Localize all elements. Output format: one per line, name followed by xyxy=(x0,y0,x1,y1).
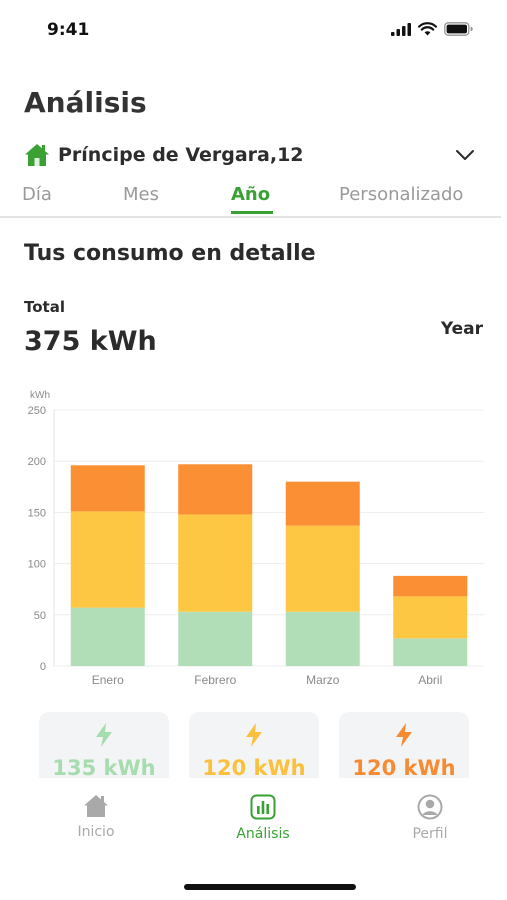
bar-segment xyxy=(178,464,253,515)
card-3-value: 120 kWh xyxy=(352,756,456,778)
bar-segment xyxy=(70,511,145,608)
status-icons xyxy=(391,22,473,36)
bolt-icon xyxy=(396,723,412,747)
nav-item-inicio[interactable]: Inicio xyxy=(46,794,146,840)
active-tab-indicator xyxy=(231,211,273,214)
y-tick-label: 150 xyxy=(28,507,46,519)
bolt-icon xyxy=(246,723,262,747)
page-title: Análisis xyxy=(24,86,147,119)
section-title: Tus consumo en detalle xyxy=(24,241,316,266)
total-value: 375 kWh xyxy=(24,326,157,357)
bar-segment xyxy=(178,514,253,612)
bar-segment xyxy=(178,611,253,666)
address-selector[interactable]: Príncipe de Vergara,12 xyxy=(24,140,484,170)
card-1[interactable]: 135 kWh xyxy=(39,712,169,778)
tab-dia[interactable]: Día xyxy=(22,184,52,205)
bar-segment xyxy=(393,575,468,597)
battery-icon xyxy=(444,22,473,36)
bar-segment xyxy=(393,596,468,639)
y-tick-label: 250 xyxy=(28,405,46,417)
card-3[interactable]: 120 kWh xyxy=(339,712,469,778)
bar-segment xyxy=(70,607,145,666)
consumption-chart: 0 50 100 150 200 250 kWh Enero Febrero Marzo Abril xyxy=(28,390,484,687)
period-tabs: Día Mes Año Personalizado xyxy=(0,180,501,218)
bar-segment xyxy=(393,638,468,666)
bottom-nav: Inicio Análisis Perfil xyxy=(0,778,507,900)
tab-ano[interactable]: Año xyxy=(231,184,271,205)
x-tick-label: Febrero xyxy=(194,673,236,687)
bolt-icon xyxy=(96,723,112,747)
home-icon xyxy=(84,795,108,817)
y-tick-label: 100 xyxy=(28,559,46,571)
bar-segment xyxy=(285,611,360,666)
status-bar: 9:41 xyxy=(0,0,507,62)
card-2-value: 120 kWh xyxy=(202,756,306,778)
tab-mes[interactable]: Mes xyxy=(123,184,159,205)
home-icon xyxy=(25,144,49,166)
address-label: Príncipe de Vergara,12 xyxy=(58,144,304,166)
nav-item-analisis[interactable]: Análisis xyxy=(213,794,313,842)
y-tick-label: 50 xyxy=(34,610,46,622)
card-1-value: 135 kWh xyxy=(52,756,156,778)
status-time: 9:41 xyxy=(47,20,90,40)
x-tick-label: Marzo xyxy=(306,673,340,687)
tab-personalizado[interactable]: Personalizado xyxy=(339,184,464,205)
total-label: Total xyxy=(24,298,65,316)
bar-segment xyxy=(285,525,360,612)
x-tick-label: Abril xyxy=(418,673,442,687)
nav-label-inicio: Inicio xyxy=(77,824,115,840)
breakdown-cards: 135 kWh 120 kWh 120 kWh xyxy=(0,712,507,778)
card-2[interactable]: 120 kWh xyxy=(189,712,319,778)
wifi-icon xyxy=(418,22,437,36)
y-tick-label: 200 xyxy=(28,456,46,468)
bar-segment xyxy=(285,481,360,526)
signal-icon xyxy=(391,22,411,36)
profile-icon xyxy=(417,794,443,820)
chart-icon xyxy=(250,794,276,820)
nav-label-perfil: Perfil xyxy=(412,826,448,842)
nav-label-analisis: Análisis xyxy=(236,826,290,842)
nav-item-perfil[interactable]: Perfil xyxy=(380,794,480,842)
chevron-down-icon[interactable] xyxy=(454,144,476,166)
y-axis-label: kWh xyxy=(30,390,50,401)
period-label[interactable]: Year xyxy=(440,319,483,339)
y-tick-label: 0 xyxy=(40,661,46,673)
home-indicator xyxy=(184,884,356,890)
bar-segment xyxy=(70,465,145,512)
x-tick-label: Enero xyxy=(92,673,124,687)
